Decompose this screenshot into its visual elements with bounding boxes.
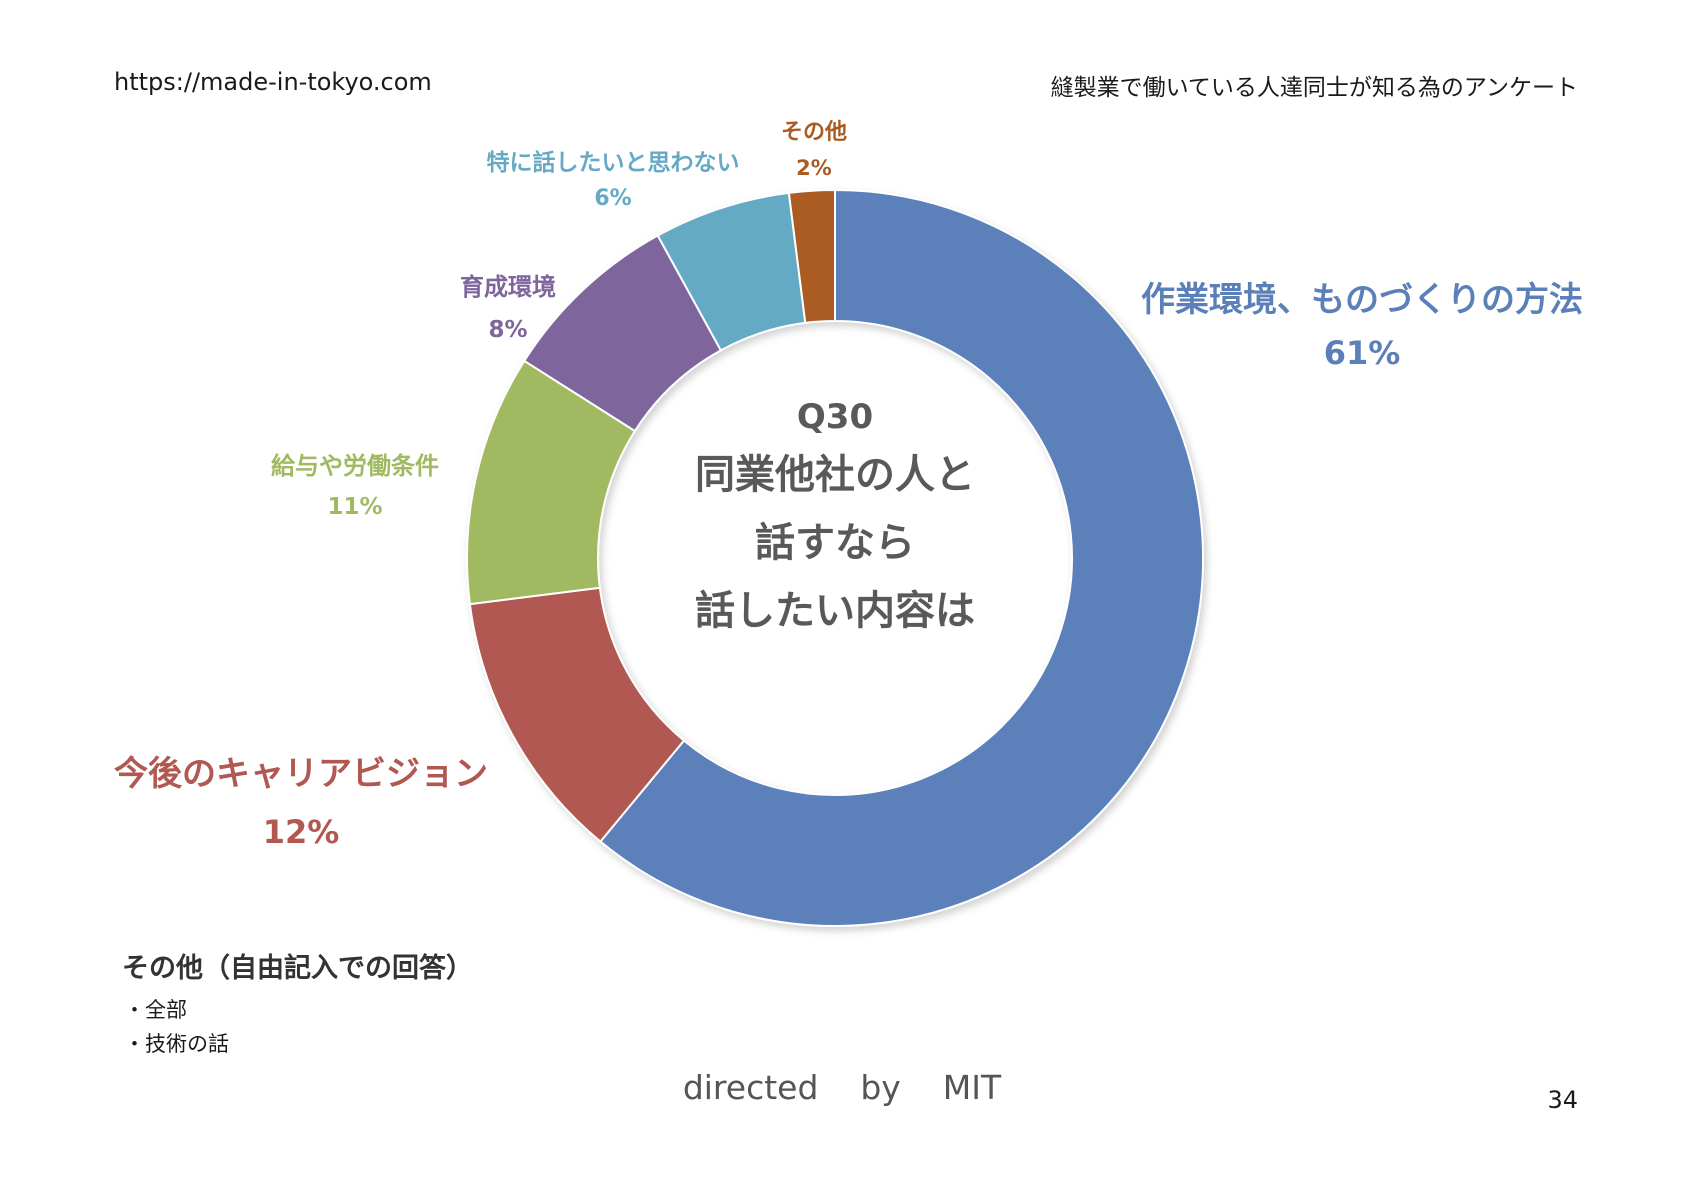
slice-value-3: 8% (488, 317, 527, 343)
center-text-line-2: 話すなら (755, 520, 915, 566)
slice-label-3: 育成環境 (460, 273, 556, 301)
slice-value-0: 61% (1324, 334, 1401, 372)
slice-label-0: 作業環境、ものづくりの方法 (1141, 280, 1583, 320)
survey-title: 縫製業で働いている人達同士が知る為のアンケート (1050, 75, 1578, 101)
center-text-line-1: 同業他社の人と (695, 452, 975, 498)
slice-label-5: その他 (781, 120, 847, 145)
site-url: https://made-in-tokyo.com (114, 68, 432, 96)
slice-value-4: 6% (594, 186, 631, 211)
slice-label-1: 今後のキャリアビジョン (114, 754, 488, 794)
page-number: 34 (1547, 1086, 1578, 1114)
slice-value-5: 2% (796, 156, 832, 180)
slice-5 (787, 188, 836, 324)
other-answers-title: その他（自由記入での回答） (122, 953, 473, 984)
other-answer-item: ・技術の話 (124, 1032, 229, 1056)
slice-value-1: 12% (263, 813, 340, 851)
slice-value-2: 11% (327, 494, 382, 520)
slice-0 (599, 188, 1204, 927)
center-text-line-0: Q30 (797, 397, 873, 437)
other-answer-item: ・全部 (124, 998, 187, 1022)
slice-label-2: 給与や労働条件 (271, 452, 439, 480)
donut-slices (466, 188, 1204, 927)
slice-label-4: 特に話したいと思わない (487, 149, 740, 176)
center-text-line-3: 話したい内容は (695, 588, 975, 634)
slice-labels: 作業環境、ものづくりの方法 61% 今後のキャリアビジョン 12% 給与や労働条件 11%… (114, 120, 1583, 851)
footer-credit: directed by MIT (682, 1068, 1002, 1107)
